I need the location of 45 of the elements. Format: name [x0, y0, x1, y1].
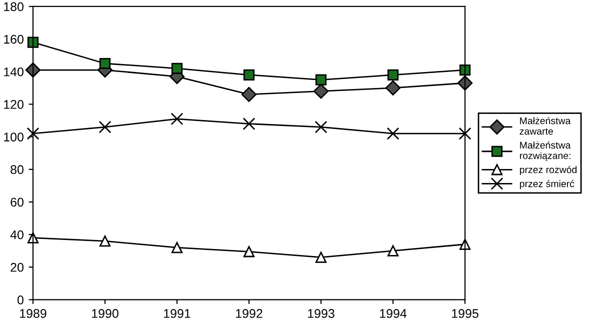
point: [243, 69, 255, 80]
point: [314, 120, 328, 134]
legend-label: Małżeństwa zawarte: [520, 116, 571, 135]
point: [315, 74, 327, 86]
point: [315, 252, 327, 263]
point: [27, 232, 39, 244]
point: [99, 58, 111, 70]
y-tick-label: 120: [4, 100, 24, 109]
x-tick-label: 1991: [164, 309, 190, 318]
point: [170, 112, 184, 126]
point: [242, 118, 256, 130]
point: [385, 80, 401, 96]
y-tick-label: 100: [4, 132, 24, 142]
y-tick-label: 60: [10, 198, 24, 207]
point: [313, 84, 329, 99]
y-tick-label: 160: [4, 34, 24, 44]
point: [387, 245, 399, 256]
x-tick-label: 1994: [380, 309, 407, 318]
y-tick-label: 80: [10, 165, 24, 174]
y-tick-label: 40: [10, 230, 24, 240]
y-tick-label: 20: [10, 262, 24, 272]
y-tick-label: 140: [4, 67, 24, 76]
point: [459, 64, 471, 76]
x-tick-label: 1992: [236, 309, 262, 318]
legend-label: przez rozwód: [520, 166, 577, 176]
point: [27, 36, 39, 48]
point: [387, 69, 399, 80]
y-tick-label: 0: [18, 296, 24, 304]
x-tick-label: 1995: [452, 309, 478, 318]
legend-label: Małżeństwa rozwiązane:: [520, 141, 571, 162]
x-tick-label: 1990: [92, 309, 118, 318]
x-tick-label: 1989: [20, 309, 46, 318]
point: [386, 127, 400, 140]
point: [241, 86, 257, 102]
legend-label: przez śmierć: [520, 180, 574, 190]
point: [26, 127, 40, 140]
point: [171, 62, 183, 74]
point: [99, 236, 111, 247]
point: [243, 246, 255, 258]
point: [25, 62, 41, 78]
point: [458, 127, 472, 140]
y-tick-label: 180: [4, 2, 24, 12]
point: [98, 120, 112, 134]
x-tick-label: 1993: [308, 309, 334, 318]
point: [171, 242, 183, 254]
